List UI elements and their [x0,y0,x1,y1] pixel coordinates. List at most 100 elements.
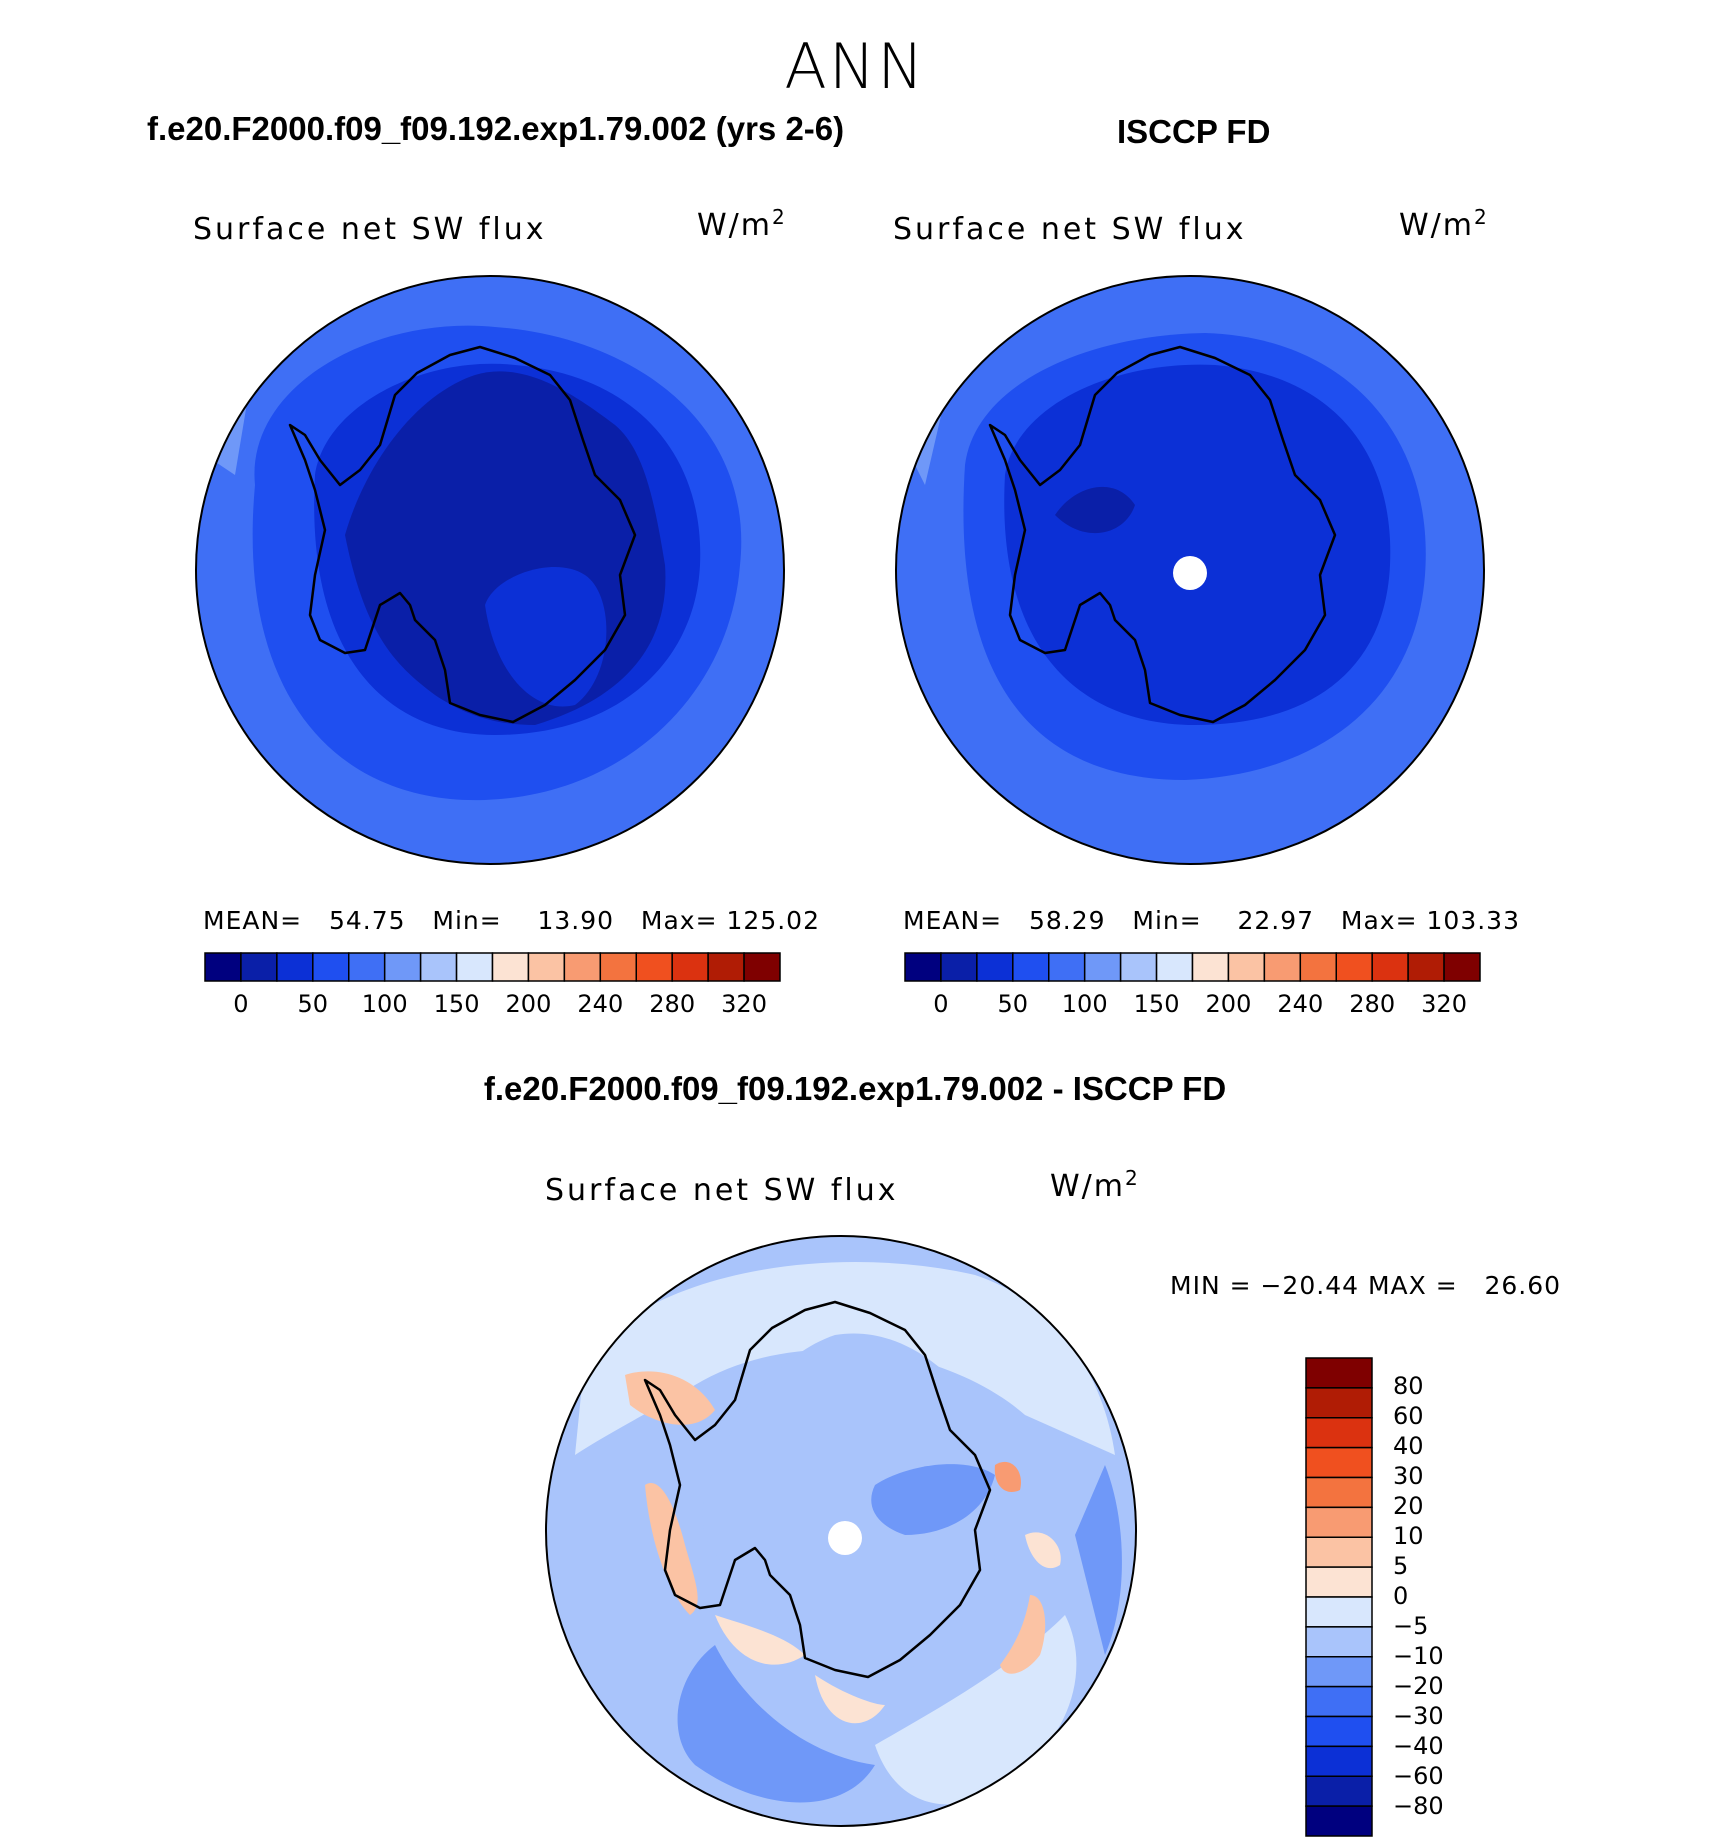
map-field-blue2 [1075,1465,1122,1655]
colorbar-swatch [455,952,494,982]
colorbar-swatch [1305,1715,1373,1748]
colorbar-tick-label: 20 [1393,1492,1424,1520]
map-boundary [545,1235,1137,1827]
colorbar-swatch [1305,1626,1373,1658]
colorbar-obs [904,952,1481,982]
colorbar-tick-label: 100 [1061,990,1108,1018]
stats-obs: MEAN= 58.29 Min= 22.97 Max= 103.33 [903,906,1520,935]
colorbar-swatch [1155,952,1194,982]
antarctica-coastline [988,345,1337,724]
colorbar-swatch [1305,1775,1373,1807]
colorbar-swatch [491,952,530,982]
colorbar-swatch [419,952,458,982]
colorbar-swatch [1048,952,1086,982]
colorbar-tick-label: −20 [1393,1672,1444,1700]
colorbar-swatch [1305,1387,1373,1419]
colorbar-tick-label: 0 [933,990,949,1018]
colorbar-tick-label: 0 [233,990,249,1018]
colorbar-swatch [383,952,422,982]
colorbar-swatch [1119,952,1158,982]
colorbar-swatch [1305,1566,1373,1598]
colorbar-tick-label: 0 [1393,1582,1409,1610]
map-field-blue [677,1645,875,1803]
units-label-model: W/m2 [697,205,787,243]
map-field-pink2 [815,1675,885,1724]
pole-hole [1173,556,1207,590]
colorbar-swatch [1305,1685,1373,1718]
case-title-obs: ISCCP FD [1117,113,1271,150]
map-field-continent [702,1333,995,1681]
colorbar-tick-label: 320 [721,990,767,1018]
colorbar-swatch [312,952,350,982]
colorbar-swatch [240,952,278,982]
map-field-red2 [645,1483,698,1615]
map-field-interior-blue [871,1464,995,1535]
colorbar-diff [1305,1357,1373,1837]
colorbar-tick-label: 50 [297,990,329,1018]
colorbar-swatch [1305,1476,1373,1509]
map-field-red3 [994,1461,1021,1493]
map-boundary [195,275,785,865]
colorbar-tick-label: 240 [577,990,624,1018]
colorbar-swatch [976,952,1014,982]
colorbar-tick-label: −10 [1393,1642,1444,1670]
colorbar-model [204,952,781,982]
colorbar-swatch [563,952,602,982]
colorbar-swatch [743,952,781,982]
colorbar-tick-label: −5 [1393,1612,1429,1640]
colorbar-swatch [204,952,242,982]
colorbar-swatch [1443,952,1481,982]
colorbar-swatch [940,952,978,982]
units-label-diff: W/m2 [1050,1166,1140,1204]
units-label-obs: W/m2 [1399,205,1489,243]
map-field-spot [1055,486,1135,534]
colorbar-swatch [1305,1805,1373,1837]
case-title-diff: f.e20.F2000.f09_f09.192.exp1.79.002 - IS… [483,1070,1227,1107]
colorbar-swatch [1305,1536,1373,1568]
colorbar-swatch [276,952,314,982]
colorbar-tick-label: −60 [1393,1762,1444,1790]
map-field-pink1 [715,1615,805,1665]
colorbar-swatch [1305,1596,1373,1628]
colorbar-swatch [1407,952,1445,982]
colorbar-tick-label: 280 [649,990,696,1018]
colorbar-swatch [671,952,709,982]
antarctica-coastline [643,1300,992,1679]
colorbar-tick-label: 100 [361,990,408,1018]
variable-title-model: Surface net SW flux [193,212,547,247]
polar-map-model [195,275,785,865]
colorbar-tick-label: 5 [1393,1552,1409,1580]
colorbar-tick-label: 30 [1393,1462,1424,1490]
colorbar-swatch [1305,1745,1373,1777]
colorbar-tick-label: 320 [1421,990,1467,1018]
page-title: ANN [784,30,926,103]
colorbar-swatch [1305,1446,1373,1479]
colorbar-swatch [1263,952,1302,982]
map-field-inner [1004,364,1391,725]
stats-model: MEAN= 54.75 Min= 13.90 Max= 125.02 [203,906,820,935]
colorbar-swatch [1305,1506,1373,1538]
colorbar-swatch [599,952,637,982]
polar-map-diff [545,1235,1137,1827]
colorbar-swatch [1371,952,1409,982]
colorbar-swatch [527,952,566,982]
minmax-diff: MIN = −20.44 MAX = 26.60 [1170,1271,1562,1300]
case-title-model: f.e20.F2000.f09_f09.192.exp1.79.002 (yrs… [147,110,845,147]
colorbar-swatch [1305,1656,1373,1688]
colorbar-tick-label: 150 [1133,990,1180,1018]
colorbar-tick-label: 280 [1349,990,1396,1018]
colorbar-swatch [1305,1417,1373,1449]
colorbar-tick-label: 240 [1277,990,1324,1018]
colorbar-swatch [348,952,386,982]
colorbar-swatch [1227,952,1266,982]
colorbar-tick-label: 200 [1205,990,1252,1018]
colorbar-swatch [1012,952,1050,982]
colorbar-swatch [707,952,745,982]
colorbar-swatch [1335,952,1373,982]
colorbar-tick-label: −80 [1393,1792,1444,1820]
colorbar-swatch [904,952,942,982]
polar-map-obs [895,275,1485,865]
colorbar-tick-label: −40 [1393,1732,1444,1760]
colorbar-tick-label: −30 [1393,1702,1444,1730]
colorbar-tick-label: 150 [433,990,480,1018]
